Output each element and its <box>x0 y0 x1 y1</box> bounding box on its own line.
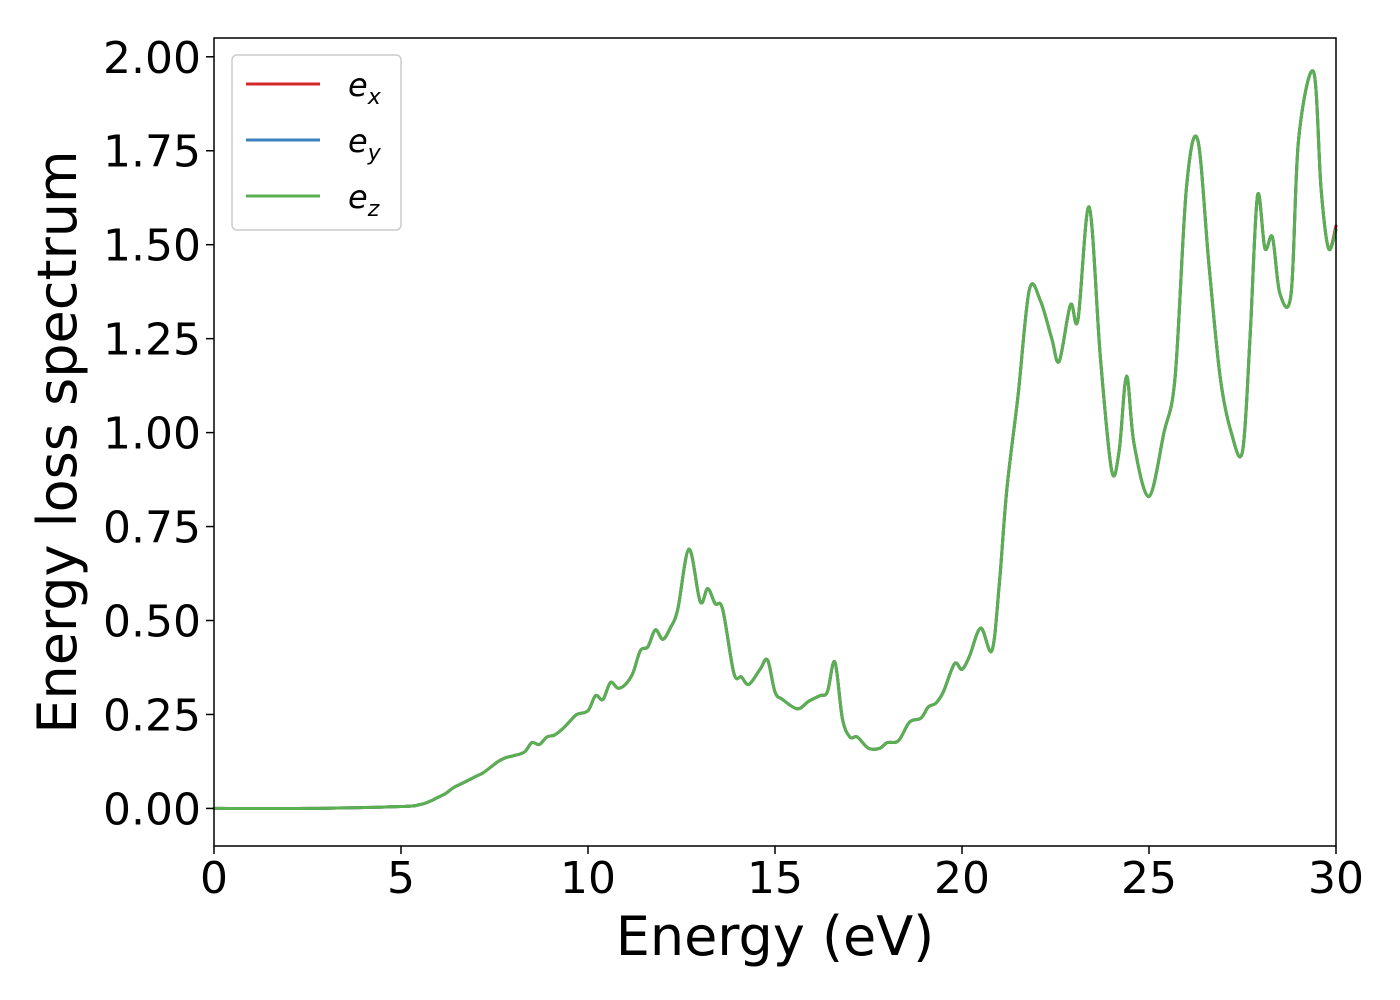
x-tick-label: 30 <box>1308 853 1364 904</box>
y-tick-label: 0.50 <box>103 597 201 648</box>
x-tick-label: 10 <box>560 853 616 904</box>
x-axis-label: Energy (eV) <box>616 905 935 968</box>
y-tick-label: 0.00 <box>103 784 201 835</box>
x-tick-label: 5 <box>387 853 415 904</box>
x-tick-label: 15 <box>747 853 803 904</box>
y-tick-label: 2.00 <box>103 33 201 84</box>
legend-entries: ex ey ez <box>246 66 382 222</box>
legend: ex ey ez <box>231 54 402 231</box>
y-tick-label: 0.25 <box>103 690 201 741</box>
legend-label-ez: ez <box>348 178 380 222</box>
series-line-ez <box>212 69 1338 811</box>
x-axis-ticks: 0 5 10 15 20 25 30 <box>200 846 1364 904</box>
x-tick-label: 20 <box>934 853 990 904</box>
legend-box <box>231 54 402 231</box>
legend-label-ex: ex <box>348 66 382 110</box>
plot-lines <box>212 69 1338 811</box>
y-tick-label: 1.50 <box>103 221 201 272</box>
y-axis-ticks: 0.00 0.25 0.50 0.75 1.00 1.25 1.50 1.75 2.00 <box>103 33 214 835</box>
y-tick-label: 1.75 <box>103 127 201 178</box>
x-tick-label: 25 <box>1121 853 1177 904</box>
y-tick-label: 0.75 <box>103 503 201 554</box>
x-tick-label: 0 <box>200 853 228 904</box>
legend-label-ey: ey <box>348 122 382 166</box>
y-axis-label: Energy loss spectrum <box>26 150 89 733</box>
y-tick-label: 1.25 <box>103 315 201 366</box>
y-tick-label: 1.00 <box>103 409 201 460</box>
